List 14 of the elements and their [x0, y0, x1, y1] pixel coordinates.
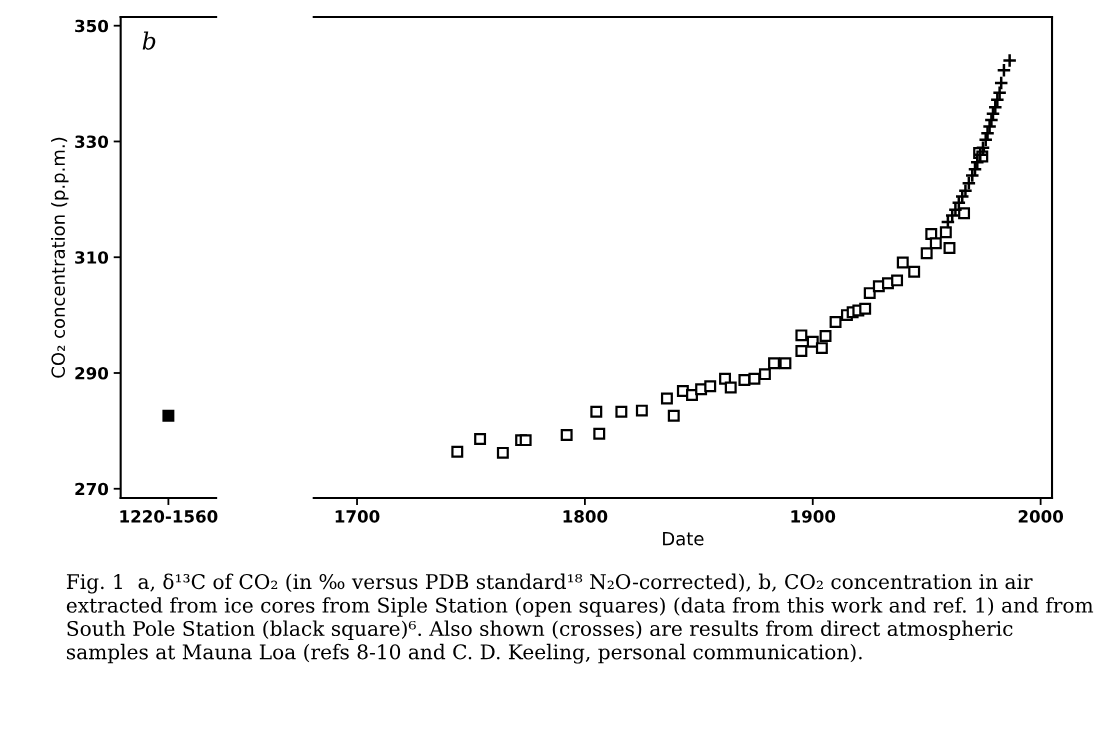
x-tick-label: 1220-1560	[120, 510, 218, 523]
annotation: b	[142, 31, 156, 50]
x-tick-label: 1800	[563, 510, 608, 523]
y-tick-label: 350	[75, 19, 109, 33]
y-axis-title: CO₂ concentration (p.p.m.)	[51, 137, 69, 378]
x-tick-label: 1700	[335, 510, 380, 523]
y-tick-label: 270	[75, 482, 109, 496]
x-tick-label: 2000	[1018, 510, 1064, 523]
caption: Fig. 1 a, δ¹³C of CO₂ (in ‰ versus PDB standard¹⁸ N₂O-corrected), b, CO₂ concentration in air extracted from ice cores from Siple Station (open squares) (data from this work and ref. 1) and from South Pole Station (black square)⁶. Also shown (crosses) are results from direct atmospheric samples at Mauna Loa (refs 8-10 and C. D. Keeling, personal communication).	[66, 573, 1094, 664]
x-tick-label: 1900	[791, 510, 836, 523]
x-axis-title: Date	[663, 532, 704, 546]
y-tick-label: 290	[75, 366, 109, 380]
y-tick-label: 330	[75, 135, 109, 149]
y-tick-label: 310	[75, 251, 109, 264]
